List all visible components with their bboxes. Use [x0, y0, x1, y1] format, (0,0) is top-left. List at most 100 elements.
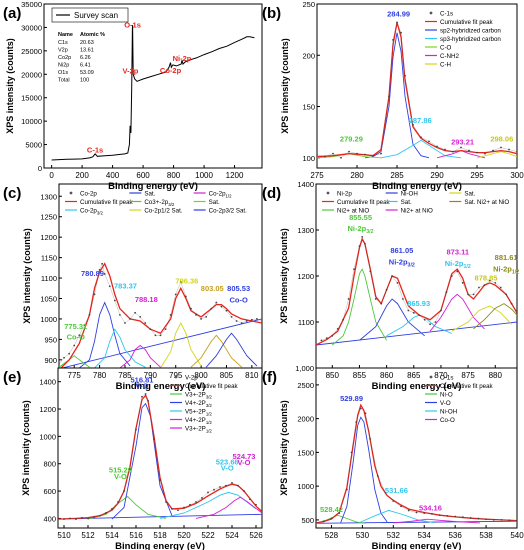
legend-label: Sat. Ni2+ at NiO	[464, 199, 509, 206]
legend-label: Cumulative fit peak	[337, 199, 391, 206]
table-cell: C1s	[58, 40, 68, 46]
legend-label: C-NH2	[440, 53, 459, 60]
series-component-line	[94, 328, 146, 368]
x-tick-label: 865	[407, 371, 421, 380]
y-tick-label: 1,000	[295, 364, 314, 373]
series-component-line	[159, 491, 257, 519]
peak-label: 529.89	[340, 394, 363, 403]
plot-frame	[57, 367, 263, 529]
x-tick-label: 522	[201, 531, 215, 540]
x-tick-label: 850	[326, 371, 340, 380]
legend-swatch	[429, 375, 433, 379]
x-tick-label: 795	[169, 371, 183, 380]
y-tick-label: 1100	[298, 318, 314, 327]
x-axis-label: Binding energy (eV)	[372, 381, 462, 392]
series-component-line	[111, 402, 173, 520]
series-component-line	[393, 518, 480, 524]
y-tick-label: 150	[302, 103, 315, 112]
x-tick-label: 536	[448, 531, 462, 540]
peak-label: 531.66	[385, 486, 408, 495]
peak-label: Co-2p	[160, 66, 182, 75]
y-tick-label: 25000	[21, 47, 42, 56]
x-tick-label: 880	[489, 371, 503, 380]
series-component-line	[364, 32, 430, 159]
table-cell: 100	[80, 78, 89, 84]
legend-label: Sat.	[144, 191, 155, 198]
x-tick-label: 280	[350, 171, 364, 180]
legend-label: C-H	[440, 62, 451, 69]
peak-label: Co-O	[67, 332, 85, 341]
x-axis-label: Binding energy (eV)	[372, 181, 462, 192]
series-component-line	[429, 293, 485, 332]
table-cell: 53.09	[80, 70, 94, 76]
peak-label: V-O	[238, 458, 251, 467]
peak-label: 279.29	[340, 134, 363, 143]
peak-label: 878.85	[475, 274, 498, 283]
y-tick-label: 1100	[41, 274, 57, 283]
x-tick-label: 200	[75, 171, 89, 180]
legend-label: Co3+-2p3/2	[144, 199, 175, 207]
y-axis-label: XPS intensity (counts)	[279, 400, 289, 496]
series-baseline-line	[316, 321, 517, 346]
legend-label: V4+-2P1/2	[185, 417, 212, 425]
legend-label: Ni-OH	[440, 409, 457, 416]
peak-label: O-1s	[124, 20, 141, 29]
plot-frame	[315, 367, 518, 529]
data-line	[63, 393, 257, 520]
x-tick-label: 526	[249, 531, 263, 540]
panel-letter: (c)	[3, 185, 21, 202]
panel-4: 510 512 514 516 518 520 522 524 526 400 600 800 1000…	[3, 367, 263, 550]
legend-label: Sat.	[464, 191, 475, 198]
legend-label: Cumulative fit peak	[80, 199, 134, 206]
x-tick-label: 285	[390, 171, 404, 180]
legend-label: Co-O	[440, 417, 455, 424]
panel-3: 850 855 860 865 870 875 880 1,000 1100 1200 1300 14…	[262, 180, 519, 392]
x-tick-label: 512	[81, 531, 95, 540]
x-tick-label: 1000	[195, 171, 213, 180]
y-tick-label: 10000	[21, 117, 42, 126]
series-component-line	[473, 303, 517, 330]
peak-label: 775.31	[64, 322, 87, 331]
peak-label: Ni-2p1/2	[493, 264, 519, 275]
plot-area	[316, 403, 517, 524]
y-axis-label: XPS intensity (counts)	[5, 38, 15, 134]
plot-frame	[43, 3, 263, 169]
table-cell: Ni2p	[58, 63, 69, 69]
y-tick-label: 35000	[21, 0, 42, 9]
y-tick-label: 20000	[21, 70, 42, 79]
series-fit-line	[60, 262, 262, 368]
series-component-line	[160, 321, 202, 368]
x-tick-label: 516	[129, 531, 143, 540]
legend-swatch	[69, 191, 73, 195]
legend-label: Ni2+ at NiO	[337, 208, 369, 215]
y-tick-label: 1000	[40, 315, 57, 324]
x-axis-label: Binding energy (eV)	[108, 181, 198, 192]
plot-area	[51, 25, 255, 161]
panel-0: 0 200 400 600 800 1000 1200 0 5000 10000 15000 2000…	[3, 0, 263, 192]
x-tick-label: 0	[49, 171, 54, 180]
y-tick-label: 0	[38, 164, 42, 173]
y-tick-label: 5000	[25, 141, 42, 150]
x-tick-label: 800	[167, 171, 181, 180]
x-tick-label: 855	[353, 371, 367, 380]
y-tick-label: 900	[44, 356, 57, 365]
series-component-line	[59, 355, 90, 368]
x-tick-label: 530	[356, 531, 370, 540]
series-fit-line	[316, 403, 517, 524]
peak-label: V-O	[114, 472, 127, 481]
x-tick-label: 860	[380, 371, 394, 380]
x-tick-label: 532	[387, 531, 401, 540]
panel-letter: (e)	[3, 369, 21, 386]
series-component-line	[205, 332, 258, 368]
series-component-line	[119, 344, 161, 368]
peak-label: 298.06	[490, 134, 513, 143]
data-line	[317, 21, 517, 159]
peak-label: 855.55	[349, 213, 372, 222]
peak-label: V-O	[136, 382, 149, 391]
legend-label: V-O	[440, 400, 451, 407]
plot-area	[316, 236, 517, 346]
y-tick-label: 950	[44, 335, 57, 344]
y-tick-label: 100	[302, 154, 315, 163]
peak-label: 783.37	[114, 281, 137, 290]
